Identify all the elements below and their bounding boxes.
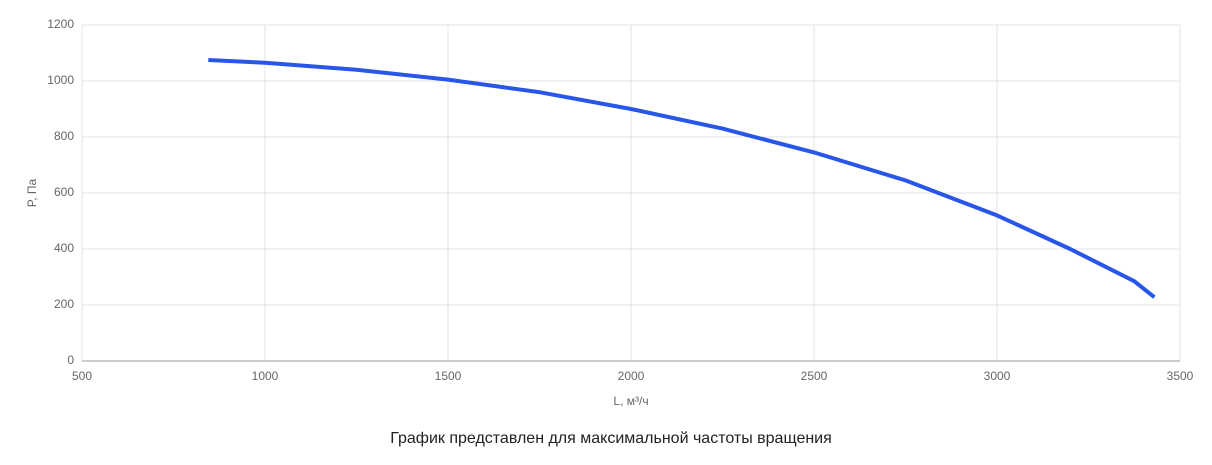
x-tick-label: 3000	[984, 369, 1011, 383]
y-axis-label: P, Па	[25, 178, 39, 207]
y-tick-label: 200	[54, 297, 74, 311]
y-tick-label: 1000	[47, 73, 74, 87]
x-tick-label: 3500	[1167, 369, 1194, 383]
caption: График представлен для максимальной част…	[390, 430, 832, 447]
x-tick-label: 2000	[618, 369, 645, 383]
line-series	[208, 58, 1156, 299]
y-tick-label: 0	[67, 353, 74, 367]
y-tick-label: 800	[54, 129, 74, 143]
x-tick-label: 500	[72, 369, 92, 383]
x-axis-label: L, м³/ч	[613, 394, 648, 408]
x-tick-label: 2500	[801, 369, 828, 383]
y-tick-label: 1200	[47, 17, 74, 31]
x-tick-label: 1000	[252, 369, 279, 383]
y-tick-label: 400	[54, 241, 74, 255]
y-tick-label: 600	[54, 185, 74, 199]
x-tick-label: 1500	[435, 369, 462, 383]
